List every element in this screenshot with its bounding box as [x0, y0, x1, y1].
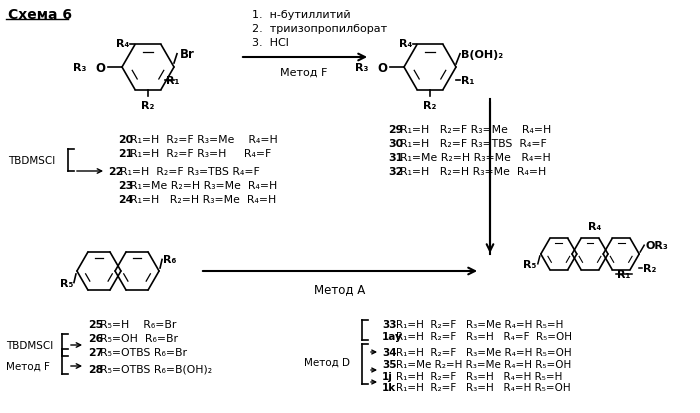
Text: R₅: R₅ [60, 278, 73, 288]
Text: R₁=Me R₂=H R₃=Me R₄=H R₅=OH: R₁=Me R₂=H R₃=Me R₄=H R₅=OH [396, 359, 571, 369]
Text: 22: 22 [108, 166, 123, 177]
Text: O: O [377, 62, 387, 74]
Text: TBDMSCl: TBDMSCl [6, 340, 53, 350]
Text: 26: 26 [88, 333, 104, 343]
Text: 1ay: 1ay [382, 331, 402, 341]
Text: OR₃: OR₃ [645, 241, 668, 251]
Text: R₂: R₂ [643, 263, 657, 273]
Text: 23: 23 [118, 180, 133, 190]
Text: 24: 24 [118, 195, 133, 204]
Text: 1k: 1k [382, 382, 396, 392]
Text: R₅=OTBS R₆=Br: R₅=OTBS R₆=Br [100, 347, 187, 357]
Text: R₅=OTBS R₆=B(OH)₂: R₅=OTBS R₆=B(OH)₂ [100, 364, 212, 374]
Text: R₅=H    R₆=Br: R₅=H R₆=Br [100, 319, 176, 329]
Text: 21: 21 [118, 149, 133, 159]
Text: R₁=H   R₂=F R₃=TBS  R₄=F: R₁=H R₂=F R₃=TBS R₄=F [400, 139, 547, 149]
Text: R₁=Me R₂=H R₃=Me  R₄=H: R₁=Me R₂=H R₃=Me R₄=H [130, 180, 277, 190]
Text: R₁=H  R₂=F R₃=TBS R₄=F: R₁=H R₂=F R₃=TBS R₄=F [120, 166, 260, 177]
Text: R₁: R₁ [166, 76, 179, 86]
Text: R₃: R₃ [73, 63, 86, 73]
Text: R₁=H  R₂=F   R₃=Me R₄=H R₅=OH: R₁=H R₂=F R₃=Me R₄=H R₅=OH [396, 347, 572, 357]
Text: 29: 29 [388, 125, 403, 135]
Text: Метод F: Метод F [6, 361, 50, 371]
Text: R₁=H   R₂=H R₃=Me  R₄=H: R₁=H R₂=H R₃=Me R₄=H [130, 195, 276, 204]
Text: R₅: R₅ [524, 259, 537, 269]
Text: R₁=H  R₂=F   R₃=Me R₄=H R₅=H: R₁=H R₂=F R₃=Me R₄=H R₅=H [396, 319, 564, 329]
Text: R₄: R₄ [116, 39, 129, 50]
Text: R₅=OH  R₆=Br: R₅=OH R₆=Br [100, 333, 178, 343]
Text: R₁=H  R₂=F R₃=H     R₄=F: R₁=H R₂=F R₃=H R₄=F [130, 149, 272, 159]
Text: 33: 33 [382, 319, 396, 329]
Text: R₁=H  R₂=F   R₃=H   R₄=H R₅=OH: R₁=H R₂=F R₃=H R₄=H R₅=OH [396, 382, 570, 392]
Text: R₄: R₄ [398, 39, 412, 50]
Text: R₁=H  R₂=F R₃=Me    R₄=H: R₁=H R₂=F R₃=Me R₄=H [130, 135, 278, 145]
Text: 31: 31 [388, 153, 403, 163]
Text: 2.  триизопропилборат: 2. триизопропилборат [252, 24, 387, 34]
Text: 32: 32 [388, 166, 403, 177]
Text: TBDMSCl: TBDMSCl [8, 156, 55, 166]
Text: R₁=H   R₂=F R₃=Me    R₄=H: R₁=H R₂=F R₃=Me R₄=H [400, 125, 552, 135]
Text: R₂: R₂ [141, 100, 155, 110]
Text: R₆: R₆ [163, 255, 176, 265]
Text: R₁=H  R₂=F   R₃=H   R₄=F  R₅=OH: R₁=H R₂=F R₃=H R₄=F R₅=OH [396, 331, 572, 341]
Text: B(OH)₂: B(OH)₂ [461, 50, 503, 59]
Text: 35: 35 [382, 359, 396, 369]
Text: 3.  HCl: 3. HCl [252, 38, 289, 48]
Text: Метод А: Метод А [314, 282, 365, 295]
Text: R₁: R₁ [617, 269, 631, 279]
Text: 27: 27 [88, 347, 104, 357]
Text: 25: 25 [88, 319, 103, 329]
Text: O: O [95, 62, 105, 74]
Text: Br: Br [180, 48, 195, 61]
Text: Метод F: Метод F [280, 68, 328, 78]
Text: Схема 6: Схема 6 [8, 8, 72, 22]
Text: R₁=Me R₂=H R₃=Me   R₄=H: R₁=Me R₂=H R₃=Me R₄=H [400, 153, 551, 163]
Text: R₁=H   R₂=H R₃=Me  R₄=H: R₁=H R₂=H R₃=Me R₄=H [400, 166, 546, 177]
Text: R₄: R₄ [589, 221, 602, 231]
Text: 1j: 1j [382, 371, 393, 381]
Text: 1.  н-бутиллитий: 1. н-бутиллитий [252, 10, 351, 20]
Text: R₁=H  R₂=F   R₃=H   R₄=H R₅=H: R₁=H R₂=F R₃=H R₄=H R₅=H [396, 371, 562, 381]
Text: 30: 30 [388, 139, 403, 149]
Text: R₃: R₃ [355, 63, 368, 73]
Text: Метод D: Метод D [304, 357, 350, 367]
Text: 28: 28 [88, 364, 103, 374]
Text: 20: 20 [118, 135, 133, 145]
Text: 34: 34 [382, 347, 397, 357]
Text: R₁: R₁ [461, 76, 475, 86]
Text: R₂: R₂ [424, 100, 437, 110]
